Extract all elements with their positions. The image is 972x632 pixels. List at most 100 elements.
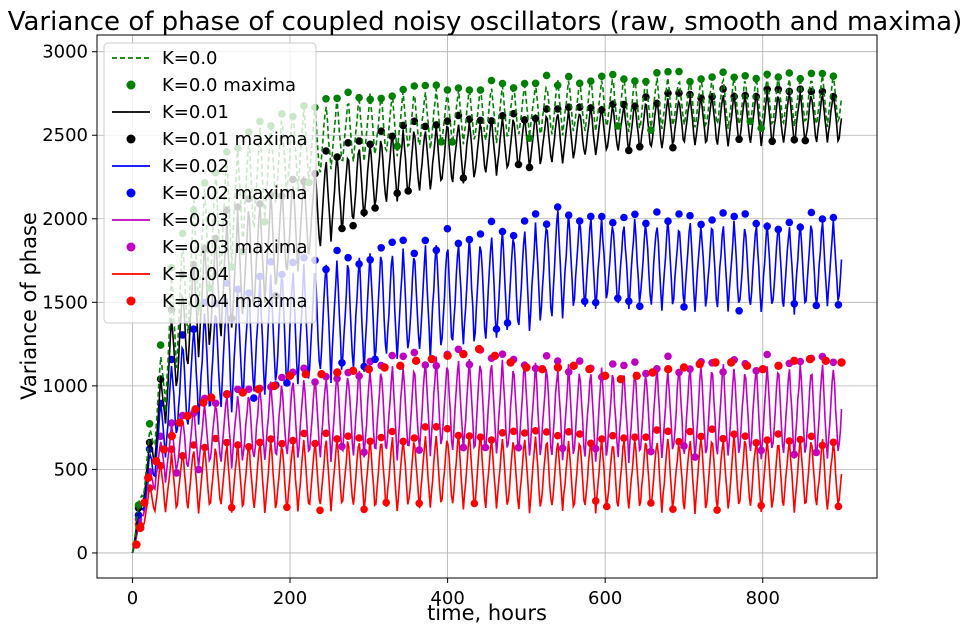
maxima-point [807, 432, 816, 441]
legend-dot-swatch [126, 134, 136, 144]
maxima-point [719, 85, 727, 93]
maxima-point [525, 163, 534, 172]
maxima-point [625, 146, 633, 155]
plot-area [131, 67, 846, 554]
maxima-point [669, 505, 677, 513]
maxima-point [614, 294, 622, 303]
maxima-point [796, 74, 805, 83]
maxima-point [591, 444, 600, 453]
maxima-point [300, 429, 308, 438]
maxima-point [647, 126, 655, 134]
maxima-point [664, 352, 672, 361]
maxima-point [410, 348, 419, 357]
maxima-point [371, 204, 379, 212]
maxima-point [437, 138, 446, 146]
maxima-point [591, 497, 600, 505]
maxima-point [520, 116, 529, 124]
legend-item: K=0.04 [112, 264, 229, 285]
maxima-point [136, 523, 145, 533]
maxima-point [514, 160, 523, 169]
maxima-point [620, 75, 628, 83]
maxima-point [837, 358, 846, 367]
maxima-point [338, 442, 346, 451]
maxima-point [360, 448, 368, 457]
maxima-point [459, 443, 468, 452]
maxima-point [490, 351, 500, 360]
maxima-point [642, 433, 650, 442]
maxima-point [664, 427, 672, 436]
maxima-point [713, 506, 721, 514]
maxima-point [553, 203, 562, 211]
maxima-point [763, 350, 771, 359]
maxima-point [393, 189, 402, 197]
maxima-point [338, 224, 346, 233]
maxima-point [642, 77, 650, 86]
maxima-point [344, 88, 352, 97]
maxima-point [454, 239, 463, 248]
maxima-point [632, 371, 641, 380]
plot-frame [96, 34, 878, 579]
maxima-point [443, 351, 452, 360]
maxima-point [316, 506, 324, 515]
maxima-point [790, 135, 799, 144]
maxima-point [333, 94, 341, 103]
series-k-0-04 [131, 423, 843, 554]
maxima-point [653, 426, 661, 434]
maxima-point [498, 350, 507, 359]
maxima-point [366, 95, 375, 104]
legend-item: K=0.02 maxima [126, 183, 307, 204]
maxima-point [498, 429, 507, 437]
maxima-point [818, 69, 827, 78]
maxima-point [476, 116, 485, 125]
legend-box [103, 42, 317, 324]
maxima-point [829, 72, 838, 80]
legend-dot-swatch [126, 188, 136, 198]
chart-title: Variance of phase of coupled noisy oscil… [8, 7, 963, 37]
maxima-point [520, 217, 529, 225]
maxima-point [459, 174, 468, 182]
maxima-point [388, 92, 397, 100]
maxima-point [680, 303, 688, 311]
maxima-point [514, 443, 523, 452]
maxima-point [492, 325, 501, 333]
maxima-point [487, 117, 496, 125]
y-tick-label: 500 [54, 459, 88, 480]
maxima-point [421, 361, 430, 369]
maxima-point [470, 499, 479, 508]
maxima-point [752, 219, 760, 228]
maxima-point [393, 142, 402, 150]
maxima-point [763, 436, 771, 444]
maxima-point [752, 367, 760, 375]
maxima-point [410, 249, 419, 258]
maxima-point [199, 398, 208, 407]
maxima-point [333, 435, 341, 443]
maxima-point [227, 503, 236, 512]
x-axis-label: time, hours [427, 601, 547, 625]
maxima-point [377, 433, 386, 442]
maxima-point [338, 359, 346, 367]
maxima-point [178, 452, 187, 460]
maxima-point [829, 358, 838, 367]
legend-label: K=0.04 [162, 264, 229, 285]
legend-label: K=0.0 maxima [162, 75, 296, 96]
maxima-point [207, 393, 216, 402]
x-tick-label: 600 [588, 588, 622, 609]
maxima-point [609, 431, 617, 440]
maxima-point [719, 434, 727, 443]
maxima-point [377, 244, 386, 252]
maxima-point [145, 420, 154, 428]
maxima-point [564, 428, 573, 436]
maxima-point [364, 365, 373, 374]
maxima-point [322, 147, 330, 155]
maxima-point [476, 230, 485, 238]
maxima-point [443, 86, 452, 94]
maxima-point [289, 436, 297, 445]
maxima-point [222, 390, 232, 399]
maxima-point [834, 301, 843, 309]
maxima-point [790, 300, 799, 308]
maxima-point [432, 121, 441, 129]
maxima-point [730, 430, 738, 439]
legend-item: K=0.0 [112, 48, 218, 69]
maxima-point [587, 439, 595, 448]
x-tick-label: 800 [746, 588, 780, 609]
